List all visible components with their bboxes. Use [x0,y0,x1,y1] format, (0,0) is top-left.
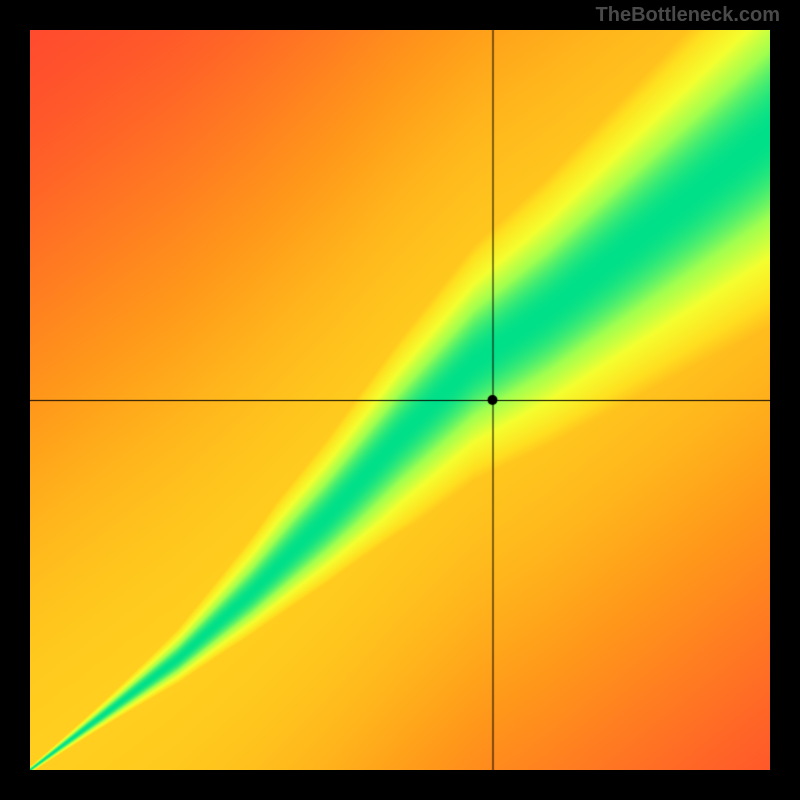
bottleneck-heatmap [30,30,770,770]
chart-container: { "watermark": { "text": "TheBottleneck.… [0,0,800,800]
watermark-text: TheBottleneck.com [596,4,780,27]
